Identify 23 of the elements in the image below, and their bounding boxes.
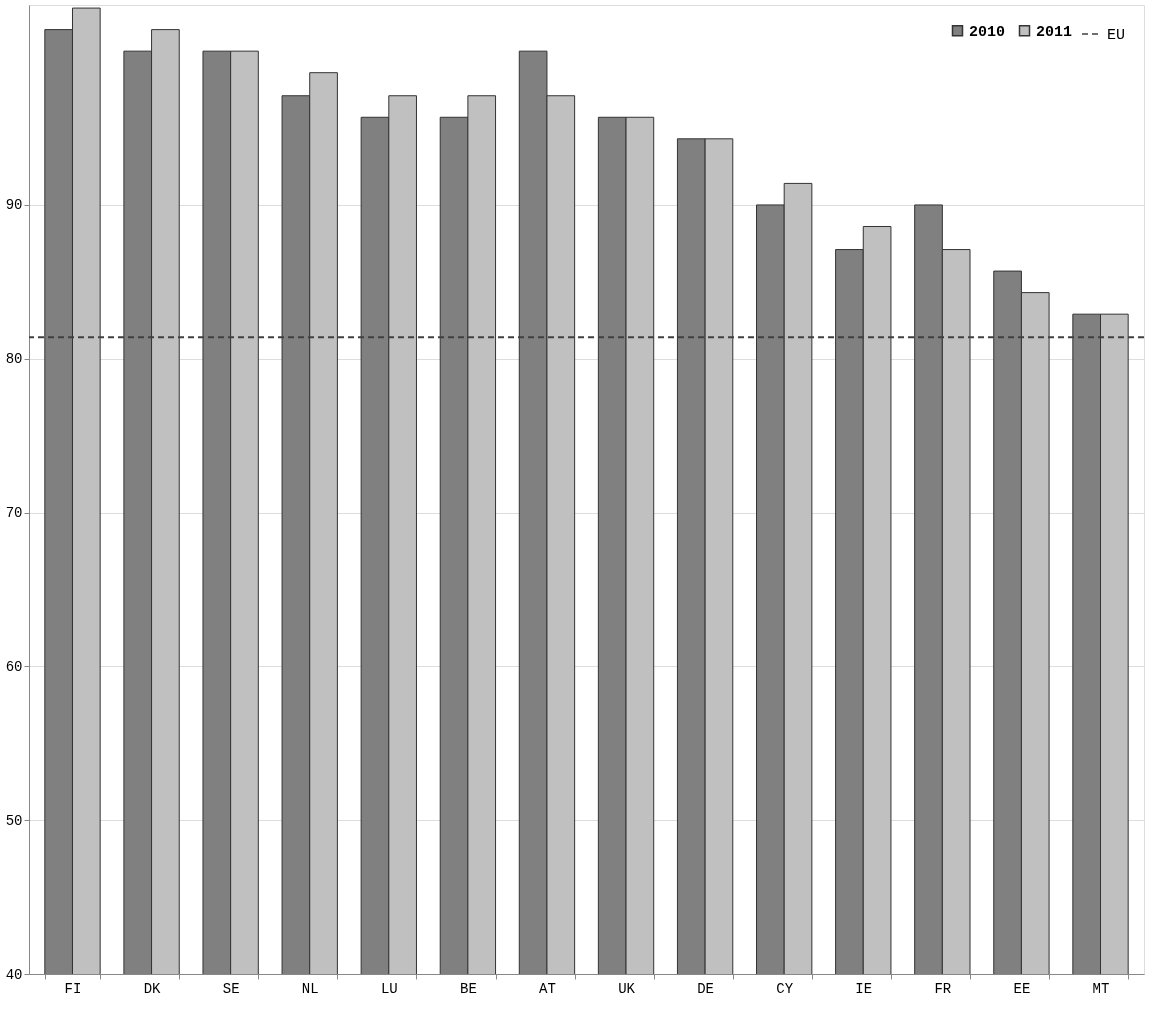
y-tick-label: 80 xyxy=(5,351,23,368)
x-tick-label: FR xyxy=(934,980,952,997)
y-tick-label: 60 xyxy=(5,658,23,675)
x-tick-label: LU xyxy=(380,980,398,997)
y-tick-label: 50 xyxy=(5,812,23,829)
y-tick-label: 40 xyxy=(5,966,23,983)
y-tick-label: 70 xyxy=(5,505,23,522)
x-tick-label: SE xyxy=(222,980,240,997)
x-tick-label: NL xyxy=(301,980,319,997)
legend-label: EU xyxy=(1107,27,1126,44)
x-tick-label: AT xyxy=(539,980,556,997)
x-tick-label: UK xyxy=(618,980,636,997)
legend-label: 2011 xyxy=(1036,23,1073,41)
x-tick-label: CY xyxy=(776,980,794,997)
x-tick-label: EE xyxy=(1013,980,1031,997)
x-tick-label: IE xyxy=(855,980,873,997)
x-tick-label: DE xyxy=(697,980,715,997)
x-tick-label: FI xyxy=(64,980,82,997)
x-tick-label: BE xyxy=(459,980,477,997)
y-tick-label: 90 xyxy=(5,197,23,214)
x-tick-label: MT xyxy=(1092,980,1110,997)
x-tick-label: DK xyxy=(143,980,162,997)
legend-label: 2010 xyxy=(969,23,1006,41)
